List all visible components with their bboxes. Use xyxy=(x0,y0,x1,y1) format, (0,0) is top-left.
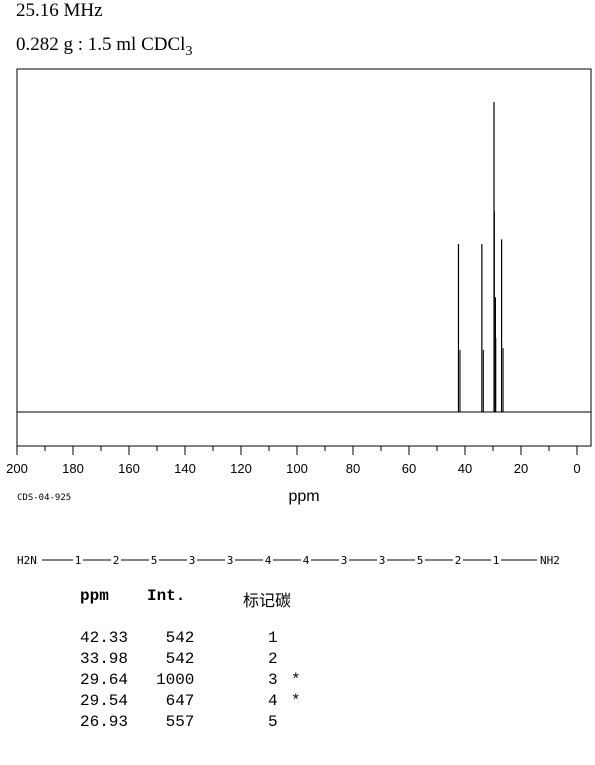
cell-intensity: 557 xyxy=(156,713,195,731)
chain-carbon-label: 3 xyxy=(341,554,348,567)
cell-ppm: 29.54 xyxy=(80,692,129,710)
cell-intensity: 1000 xyxy=(156,671,195,689)
chain-carbon-label: 3 xyxy=(189,554,196,567)
sample-subscript: 3 xyxy=(185,43,193,59)
cell-ppm: 42.33 xyxy=(80,629,129,647)
x-tick-label: 180 xyxy=(62,461,84,476)
molecule-structure: H2N 1 2 5 3 3 4 4 3 3 5 2 1 NH2 xyxy=(17,554,560,567)
table-header-assignment: 标记碳 xyxy=(243,591,292,610)
x-tick-label: 20 xyxy=(514,461,528,476)
sample-concentration: 0.282 g : 1.5 ml CDCl3 xyxy=(16,34,192,60)
chain-carbon-label: 2 xyxy=(455,554,462,567)
x-tick-label: 60 xyxy=(402,461,416,476)
x-tick-label: 40 xyxy=(458,461,472,476)
chain-carbon-label: 5 xyxy=(417,554,424,567)
chain-carbon-label: 4 xyxy=(303,554,310,567)
chain-carbon-label: 4 xyxy=(265,554,272,567)
chain-carbon-label: 1 xyxy=(493,554,500,567)
peak-group xyxy=(457,102,504,412)
x-tick-label: 160 xyxy=(118,461,140,476)
chain-carbon-label: 3 xyxy=(379,554,386,567)
cell-ppm: 29.64 xyxy=(80,671,129,689)
cell-mark: * xyxy=(291,692,301,710)
cell-assignment: 3 xyxy=(268,671,278,689)
x-tick-label: 0 xyxy=(573,461,580,476)
chain-carbon-label: 2 xyxy=(113,554,120,567)
chain-left-amine: H2N xyxy=(17,554,37,567)
cell-mark: * xyxy=(291,671,301,689)
cell-ppm: 33.98 xyxy=(80,650,129,668)
cell-assignment: 5 xyxy=(268,713,278,731)
x-tick-label: 120 xyxy=(230,461,252,476)
spectrum-code: CDS-04-925 xyxy=(17,493,71,503)
cell-intensity: 542 xyxy=(156,650,195,668)
cell-intensity: 647 xyxy=(156,692,195,710)
cell-assignment: 2 xyxy=(268,650,278,668)
table-header-ppm: ppm xyxy=(80,587,109,605)
chain-carbon-label: 5 xyxy=(151,554,158,567)
x-axis-label: ppm xyxy=(288,488,319,505)
cell-assignment: 1 xyxy=(268,629,278,647)
table-header-int: Int. xyxy=(147,587,186,605)
cell-assignment: 4 xyxy=(268,692,278,710)
cell-ppm: 26.93 xyxy=(80,713,129,731)
chain-carbon-label: 1 xyxy=(75,554,82,567)
plot-frame xyxy=(16,68,592,447)
x-tick-label: 140 xyxy=(174,461,196,476)
sample-concentration-text: 0.282 g : 1.5 ml CDCl xyxy=(16,34,186,55)
chain-right-amine: NH2 xyxy=(540,554,560,567)
x-tick-label: 200 xyxy=(6,461,28,476)
x-tick-label: 80 xyxy=(346,461,360,476)
spectrometer-frequency: 25.16 MHz xyxy=(16,0,103,21)
chain-carbon-label: 3 xyxy=(227,554,234,567)
nmr-spectrum-chart: 200 180 160 140 120 100 80 60 40 20 0 ppm CDS-04-9… xyxy=(6,68,592,505)
carbon-chain: H2N 1 2 5 3 3 4 4 3 3 5 2 1 NH2 xyxy=(17,554,560,567)
x-tick-label: 100 xyxy=(286,461,308,476)
x-axis-ticks: 200 180 160 140 120 100 80 60 40 20 0 xyxy=(6,446,581,476)
cell-intensity: 542 xyxy=(156,629,195,647)
